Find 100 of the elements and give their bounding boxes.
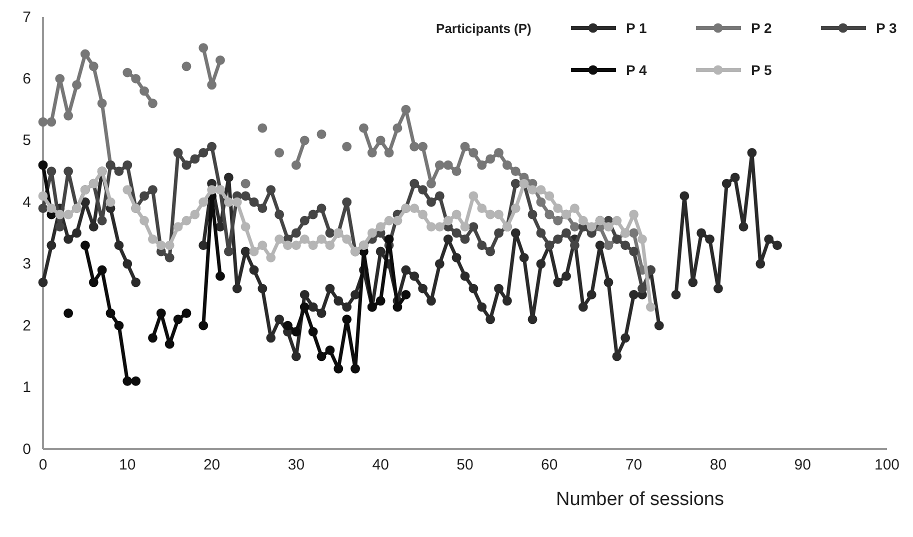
point (216, 271, 225, 281)
point (148, 333, 158, 343)
point (536, 197, 546, 207)
y-tick-label: 4 (22, 194, 31, 211)
point (494, 148, 504, 158)
point (240, 178, 250, 188)
point (325, 346, 335, 355)
point (38, 160, 48, 170)
legend-label: P 4 (626, 62, 647, 78)
x-tick-label: 10 (119, 456, 136, 474)
point (106, 308, 116, 318)
point (384, 148, 394, 158)
point (88, 62, 98, 72)
point (274, 148, 284, 158)
point (46, 117, 56, 127)
point (72, 80, 82, 90)
point (468, 148, 478, 158)
legend-label: P 2 (751, 20, 772, 36)
point (308, 327, 318, 336)
y-tick-label: 7 (22, 8, 31, 26)
point (64, 308, 74, 318)
point (334, 364, 344, 374)
point (122, 376, 132, 386)
point (544, 210, 554, 220)
point (291, 327, 301, 336)
x-tick-label: 100 (874, 456, 900, 474)
point (173, 314, 183, 324)
point (510, 166, 520, 176)
x-tick-label: 40 (372, 456, 389, 474)
point (376, 136, 386, 146)
point (553, 216, 563, 226)
point (114, 320, 124, 330)
point (604, 240, 614, 250)
legend-label: P 1 (626, 20, 647, 36)
point (392, 123, 402, 133)
point (392, 302, 402, 312)
point (97, 265, 107, 275)
point (452, 166, 462, 176)
point (629, 228, 639, 238)
point (156, 308, 166, 318)
legend-label: P 5 (751, 62, 772, 78)
point (426, 178, 436, 188)
point (131, 74, 141, 84)
point (148, 98, 158, 108)
point (316, 130, 326, 139)
point (97, 98, 107, 108)
point (207, 80, 217, 90)
point (570, 222, 580, 232)
x-tick-label: 70 (625, 456, 642, 474)
point (131, 376, 141, 386)
point (477, 160, 487, 170)
point (122, 68, 132, 78)
point (367, 148, 377, 158)
point (198, 320, 208, 330)
point (342, 314, 352, 324)
x-tick-label: 60 (541, 456, 558, 474)
point (486, 154, 496, 164)
y-tick-label: 0 (22, 440, 31, 458)
point (140, 86, 149, 96)
point (443, 160, 453, 170)
point (502, 160, 512, 170)
x-axis-title: Number of sessions (556, 489, 724, 510)
point (359, 123, 368, 133)
x-tick-label: 50 (456, 456, 474, 474)
point (376, 296, 386, 306)
point (80, 240, 90, 250)
x-tick-label: 20 (203, 456, 220, 474)
point (300, 136, 310, 146)
point (198, 43, 208, 53)
point (384, 234, 394, 244)
x-tick-label: 0 (38, 456, 48, 474)
point (460, 142, 470, 152)
y-tick-label: 3 (22, 256, 31, 273)
point (316, 352, 326, 362)
y-tick-label: 2 (22, 317, 31, 334)
x-tick-label: 80 (710, 456, 727, 474)
y-tick-label: 1 (22, 379, 31, 396)
point (164, 339, 174, 349)
point (283, 320, 292, 330)
point (64, 111, 74, 120)
point (350, 364, 360, 374)
point (300, 302, 310, 312)
point (418, 142, 428, 152)
point (55, 74, 65, 84)
x-tick-label: 90 (794, 456, 811, 474)
x-tick-label: 30 (288, 456, 305, 474)
point (38, 117, 48, 127)
point (401, 104, 411, 114)
point (182, 62, 192, 72)
point (88, 278, 98, 288)
point (80, 49, 90, 59)
y-tick-label: 5 (22, 132, 31, 150)
point (291, 160, 301, 170)
point (182, 308, 192, 318)
legend-label: P 3 (876, 20, 897, 36)
point (410, 142, 420, 152)
legend-title: Participants (P) (436, 21, 532, 36)
point (216, 55, 225, 65)
point (401, 290, 411, 300)
point (434, 160, 444, 170)
